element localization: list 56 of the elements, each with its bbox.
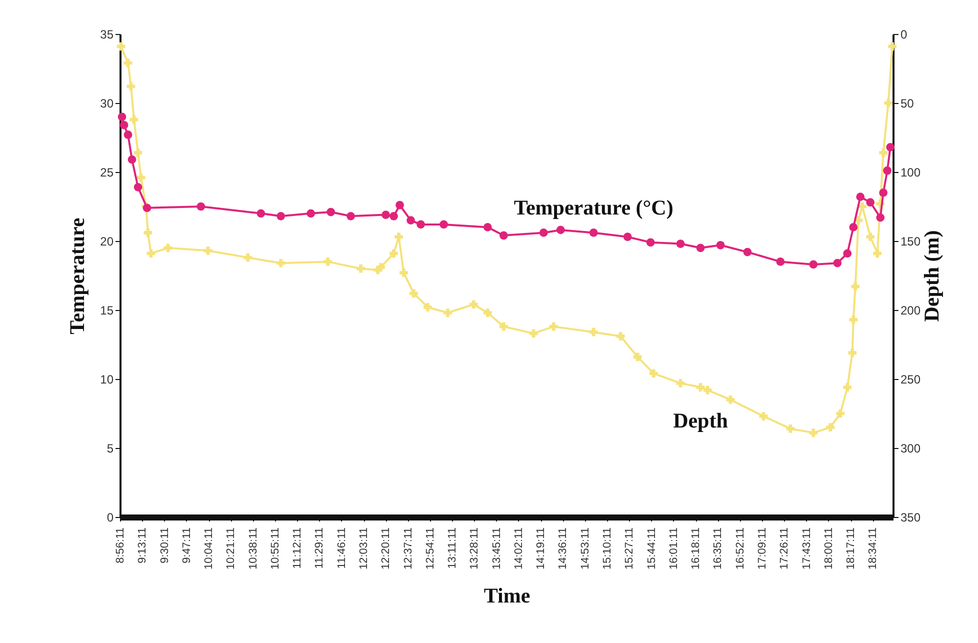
x-tick-label: 11:12:11 <box>292 528 304 569</box>
x-tick-label: 16:52:11 <box>734 528 746 570</box>
x-tick-label: 11:29:11 <box>314 528 326 569</box>
x-tick-label: 14:02:11 <box>512 528 525 570</box>
y-tick-label: 25 <box>100 166 114 180</box>
x-tick-label: 10:21:11 <box>225 528 238 570</box>
x-tick-label: 18:34:11 <box>867 528 880 570</box>
y-axis-title: Temperature <box>65 218 90 334</box>
x-tick-label: 10:55:11 <box>269 528 282 570</box>
x-tick-label: 11:46:11 <box>336 528 348 569</box>
y-tick-label: 5 <box>106 442 114 456</box>
x-tick-label: 10:38:11 <box>247 528 260 570</box>
x-tick-label: 14:19:11 <box>535 528 548 570</box>
x-tick-label: 12:37:11 <box>402 528 414 570</box>
y-tick-label: 35 <box>100 28 114 42</box>
x-tick-label: 12:20:11 <box>380 528 392 570</box>
x-tick-label: 16:01:11 <box>668 528 680 570</box>
x-axis-title: Time <box>484 584 530 608</box>
series-label: Depth <box>673 408 728 432</box>
x-tick-label: 9:47:11 <box>180 528 193 564</box>
x-tick-label: 18:00:11 <box>822 528 835 570</box>
x-tick-label: 14:36:11 <box>557 528 570 570</box>
x-tick-label: 17:26:11 <box>778 528 791 570</box>
y2-axis-title: Depth (m) <box>920 230 944 322</box>
x-tick-label: 17:09:11 <box>756 528 768 570</box>
y-tick-label: 20 <box>100 234 114 248</box>
y2-tick-label: 150 <box>900 234 921 248</box>
x-tick-label: 8:56:11 <box>114 528 126 564</box>
y-tick-label: 10 <box>100 372 114 386</box>
x-tick-label: 16:18:11 <box>690 528 702 570</box>
y2-tick-label: 350 <box>900 510 921 524</box>
x-tick-label: 13:28:11 <box>468 528 481 570</box>
y2-tick-label: 300 <box>900 442 921 456</box>
x-tick-label: 18:17:11 <box>845 528 858 570</box>
y2-tick-label: 250 <box>900 372 921 386</box>
x-tick-label: 15:44:11 <box>646 528 658 570</box>
x-tick-label: 15:10:11 <box>602 528 614 570</box>
y-tick-label: 30 <box>100 96 114 110</box>
x-tick-label: 12:03:11 <box>358 528 370 570</box>
series-label: Temperature (°C) <box>514 196 674 220</box>
y2-tick-label: 0 <box>900 28 908 42</box>
x-tick-label: 14:53:11 <box>579 528 592 570</box>
x-tick-label: 13:11:11 <box>446 528 459 569</box>
y2-tick-label: 200 <box>900 304 921 318</box>
x-tick-label: 15:27:11 <box>624 528 636 570</box>
x-tick-label: 9:30:11 <box>158 528 171 564</box>
x-tick-label: 16:35:11 <box>712 528 724 570</box>
x-tick-label: 10:04:11 <box>203 528 216 570</box>
x-tick-label: 9:13:11 <box>136 528 149 564</box>
x-tick-label: 17:43:11 <box>800 528 813 570</box>
y2-tick-label: 50 <box>900 96 914 110</box>
x-tick-label: 13:45:11 <box>490 528 503 570</box>
x-tick-label: 12:54:11 <box>424 528 436 570</box>
y-tick-label: 15 <box>100 304 114 318</box>
y2-tick-label: 100 <box>900 166 921 180</box>
y-tick-label: 0 <box>106 510 114 524</box>
